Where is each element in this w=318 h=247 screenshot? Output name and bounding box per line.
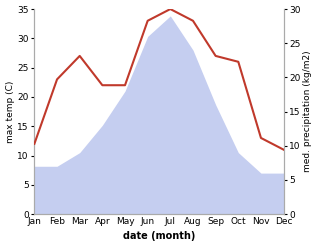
X-axis label: date (month): date (month) [123,231,195,242]
Y-axis label: max temp (C): max temp (C) [5,80,15,143]
Y-axis label: med. precipitation (kg/m2): med. precipitation (kg/m2) [303,51,313,172]
